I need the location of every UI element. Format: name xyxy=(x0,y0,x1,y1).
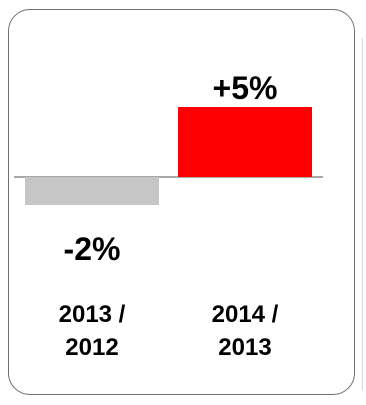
bar-2 xyxy=(178,107,312,177)
data-label-1: -2% xyxy=(64,231,121,267)
data-label-2: +5% xyxy=(213,70,278,106)
category-label-1-line-1: 2013 / xyxy=(59,301,126,328)
category-label-2-line-2: 2013 xyxy=(218,334,271,361)
frame-edge-line xyxy=(362,38,363,390)
category-label-1-line-2: 2012 xyxy=(65,334,118,361)
category-label-2-line-1: 2014 / xyxy=(212,301,279,328)
bar-1 xyxy=(25,177,159,205)
